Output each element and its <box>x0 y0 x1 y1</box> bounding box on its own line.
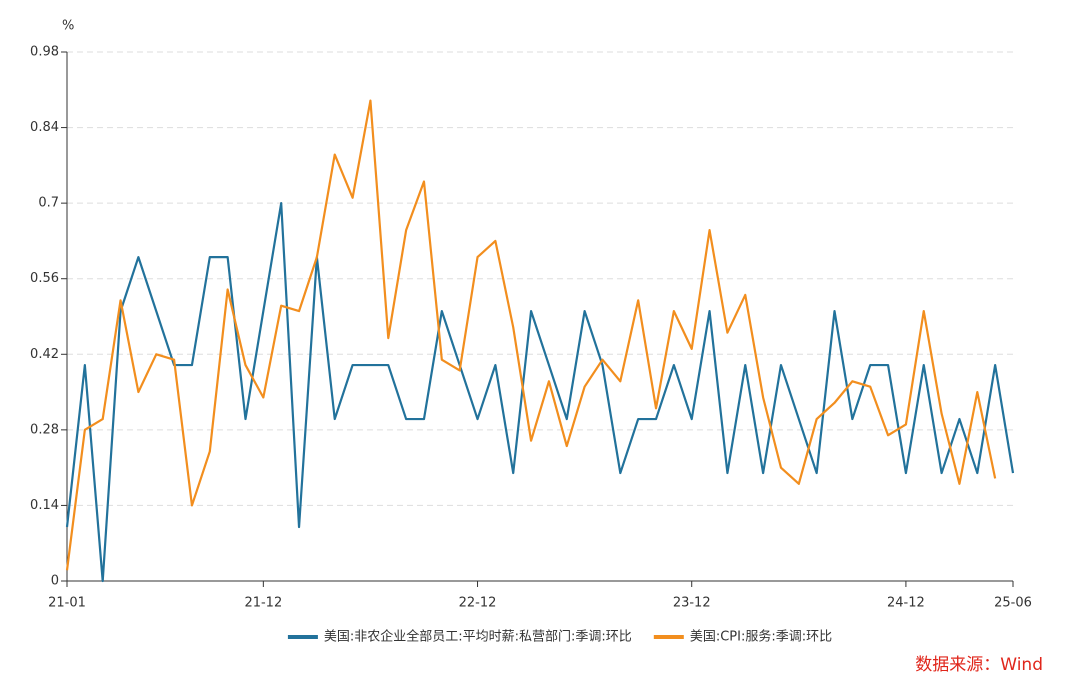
y-tick-label: 0 <box>51 574 59 589</box>
y-tick-label: 0.56 <box>30 271 59 286</box>
y-unit: % <box>62 19 74 34</box>
legend-label: 美国:非农企业全部员工:平均时薪:私营部门:季调:环比 <box>324 629 632 645</box>
x-tick-label: 21-01 <box>48 596 86 611</box>
series-line <box>65 202 1015 583</box>
legend-label: 美国:CPI:服务:季调:环比 <box>690 629 832 645</box>
y-tick-label: 0.84 <box>30 120 59 135</box>
y-tick-label: 0.14 <box>30 498 59 513</box>
x-tick-label: 21-12 <box>244 596 282 611</box>
y-tick-label: 0.28 <box>30 422 59 437</box>
x-tick-label: 25-06 <box>994 596 1032 611</box>
x-tick-label: 23-12 <box>673 596 711 611</box>
x-tick-label: 22-12 <box>459 596 497 611</box>
y-tick-label: 0.42 <box>30 347 59 362</box>
y-tick-label: 0.98 <box>30 45 59 60</box>
x-tick-label: 24-12 <box>887 596 925 611</box>
y-tick-label: 0.7 <box>38 196 59 211</box>
series-line <box>65 99 997 571</box>
source: 数据来源：Wind <box>915 655 1043 675</box>
